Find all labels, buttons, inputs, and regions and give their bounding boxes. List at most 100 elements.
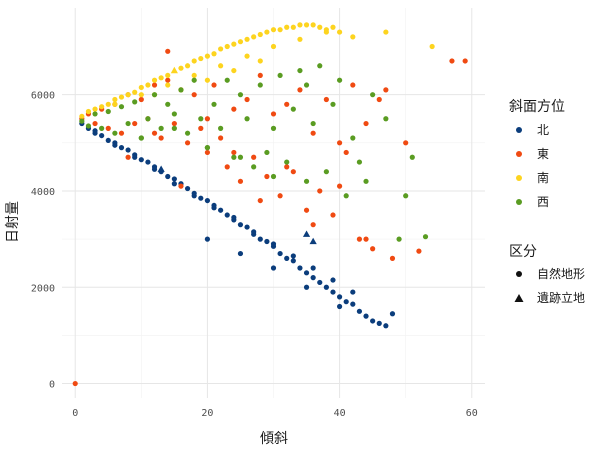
data-point	[257, 58, 263, 64]
legend-marker-east	[516, 151, 522, 157]
data-point	[297, 67, 303, 74]
data-point	[350, 82, 356, 88]
data-point	[284, 255, 290, 261]
data-point	[231, 67, 237, 74]
data-point	[138, 84, 144, 91]
y-axis-title: 日射量	[5, 201, 21, 243]
data-point	[92, 106, 98, 112]
data-point	[370, 318, 376, 324]
data-point	[165, 82, 171, 88]
data-point	[105, 137, 111, 144]
data-point	[317, 24, 323, 30]
data-point	[462, 58, 468, 64]
data-point	[231, 41, 237, 47]
y-tick-label: 6000	[31, 91, 55, 102]
data-point	[171, 111, 177, 117]
data-point	[132, 154, 138, 160]
data-point	[303, 22, 310, 28]
data-point	[303, 284, 310, 290]
data-point-triangle	[309, 237, 317, 245]
data-point	[363, 313, 369, 319]
data-point	[72, 380, 78, 387]
data-point	[112, 96, 118, 103]
data-point	[244, 96, 250, 103]
data-point	[244, 36, 250, 42]
data-point	[363, 178, 369, 184]
data-point	[290, 24, 296, 30]
data-point	[237, 154, 244, 160]
legend-title-aspect: 斜面方位	[509, 99, 565, 115]
data-point	[290, 169, 296, 175]
data-point	[105, 125, 111, 131]
data-point	[244, 224, 250, 230]
data-point	[112, 142, 118, 148]
data-point	[257, 31, 263, 38]
data-point	[336, 77, 343, 83]
data-point	[303, 178, 310, 184]
data-point	[224, 77, 230, 83]
x-tick-label: 60	[466, 408, 478, 419]
data-point	[145, 159, 151, 165]
legend-title-category: 区分	[509, 244, 537, 260]
data-point	[336, 183, 343, 189]
data-point	[132, 89, 138, 95]
data-point	[264, 29, 270, 35]
data-point	[218, 63, 224, 69]
data-point	[270, 125, 277, 131]
data-point	[85, 123, 92, 129]
data-point	[165, 101, 171, 107]
data-point	[244, 53, 250, 59]
data-point	[356, 159, 363, 165]
data-point	[376, 96, 382, 103]
data-point	[118, 145, 125, 151]
data-point	[284, 101, 290, 107]
data-point	[330, 289, 336, 295]
data-point	[356, 236, 363, 242]
data-point	[416, 248, 422, 254]
data-point	[310, 222, 316, 228]
data-point	[158, 75, 164, 81]
data-point	[151, 166, 158, 172]
data-point	[151, 82, 158, 88]
data-point	[251, 229, 257, 235]
y-tick-label: 2000	[31, 283, 55, 294]
data-point	[396, 236, 402, 242]
data-point	[211, 51, 217, 57]
data-point	[270, 173, 277, 180]
data-point	[310, 275, 316, 281]
data-point	[184, 130, 191, 136]
data-point	[125, 147, 131, 153]
x-tick-label: 20	[201, 408, 213, 419]
data-point	[303, 207, 310, 213]
data-point	[165, 173, 171, 180]
legend-label-site: 遺跡立地	[537, 290, 585, 305]
data-point	[343, 149, 349, 156]
x-axis-title: 傾斜	[260, 431, 288, 447]
data-point	[132, 99, 138, 105]
data-point	[383, 323, 389, 329]
data-point	[277, 193, 283, 199]
data-point	[389, 255, 396, 261]
data-point	[310, 130, 316, 136]
data-point	[330, 277, 336, 283]
data-point	[449, 58, 455, 64]
data-point	[211, 205, 217, 211]
data-point	[138, 92, 144, 98]
data-point	[191, 72, 197, 79]
data-point	[178, 183, 184, 189]
data-point	[343, 299, 349, 305]
data-point	[310, 120, 316, 127]
data-point	[270, 241, 277, 247]
data-point	[105, 101, 111, 107]
data-point	[145, 82, 151, 88]
data-point	[336, 29, 343, 35]
data-point	[204, 77, 211, 83]
data-point	[303, 270, 310, 276]
data-point	[178, 65, 184, 71]
data-point	[270, 43, 277, 50]
data-point	[132, 120, 138, 127]
data-point	[198, 55, 204, 62]
data-point	[92, 128, 98, 134]
legend-marker-triangle	[514, 294, 524, 302]
